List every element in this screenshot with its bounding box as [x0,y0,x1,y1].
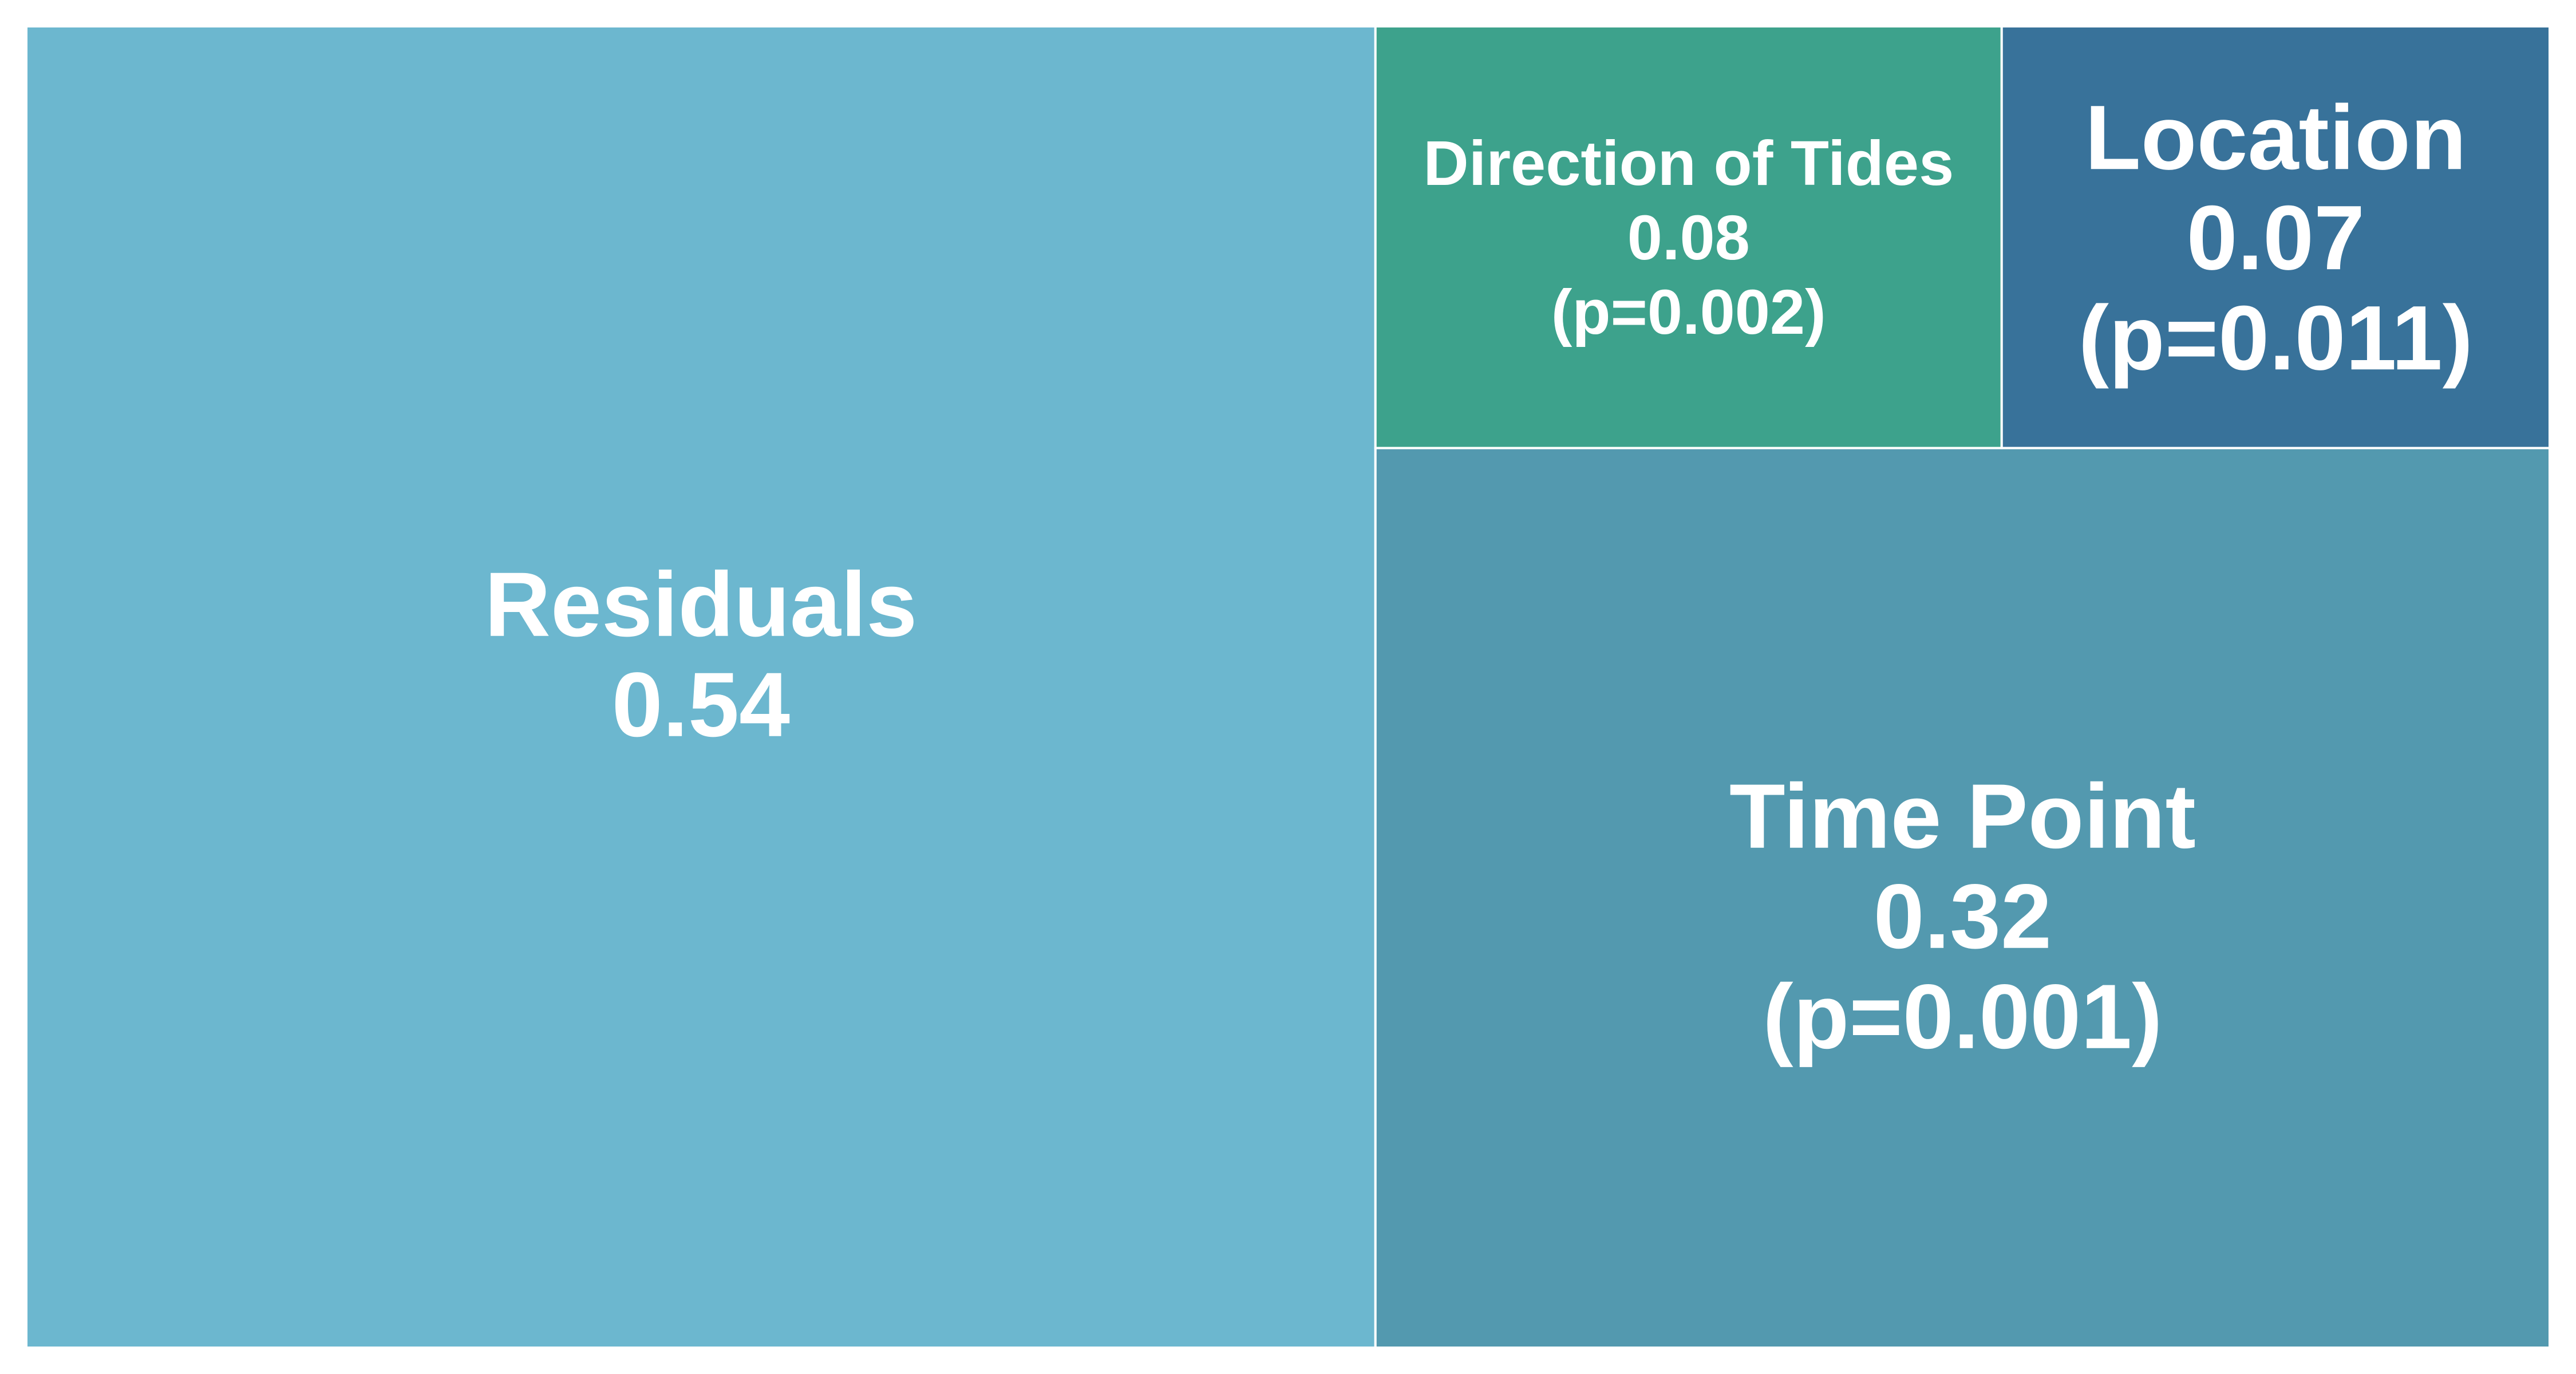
tile-time-point: Time Point 0.32 (p=0.001) [1374,447,2551,1349]
tile-direction-of-tides-p-value: (p=0.002) [1551,277,1826,348]
tile-direction-of-tides-rect [1374,25,2003,449]
tile-time-point-p-value: (p=0.001) [1763,965,2162,1068]
tile-location: Location 0.07 (p=0.011) [2000,25,2551,449]
tile-location-label: Location [2085,86,2467,188]
tile-location-p-value: (p=0.011) [2079,286,2473,389]
tile-direction-of-tides-label: Direction of Tides [1423,128,1954,199]
tile-time-point-label: Time Point [1729,765,2196,867]
tile-location-rect [2000,25,2551,449]
tile-residuals: Residuals 0.54 [25,25,1377,1349]
tile-residuals-value: 0.54 [612,653,790,756]
tile-residuals-rect [25,25,1377,1349]
tile-residuals-label: Residuals [484,553,917,656]
tile-direction-of-tides: Direction of Tides 0.08 (p=0.002) [1374,25,2003,449]
tile-direction-of-tides-value: 0.08 [1627,203,1750,273]
tile-location-value: 0.07 [2187,186,2365,289]
tile-time-point-value: 0.32 [1874,865,2052,968]
